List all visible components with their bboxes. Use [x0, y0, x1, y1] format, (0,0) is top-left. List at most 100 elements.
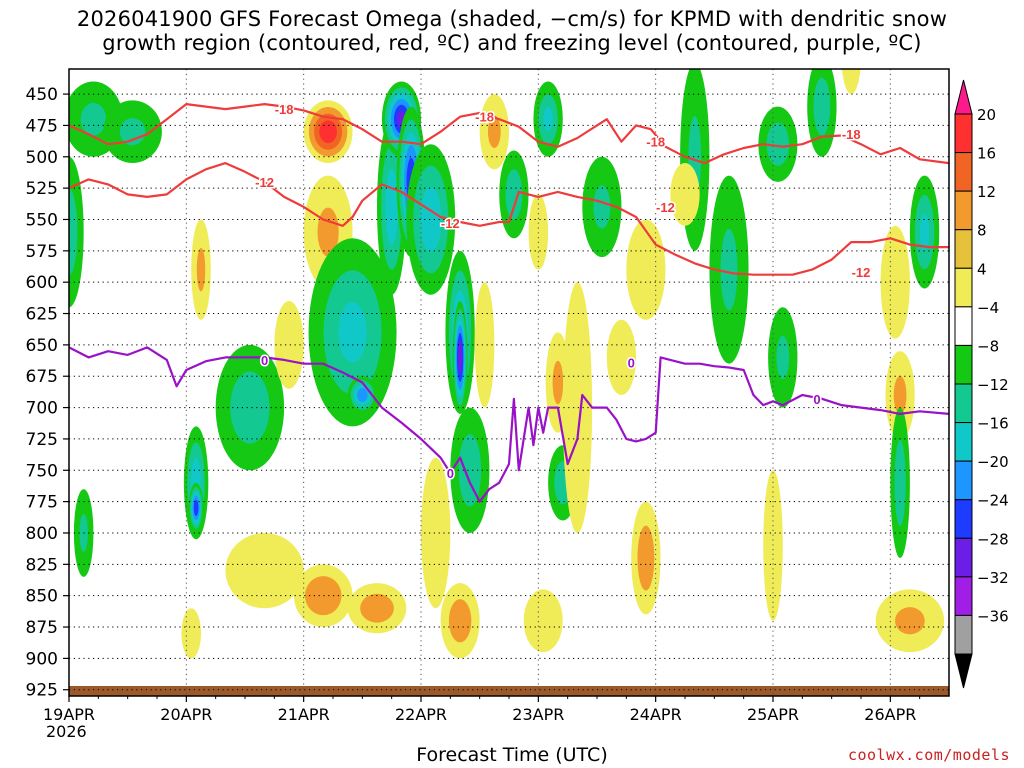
colorbar-label: −20	[977, 453, 1009, 471]
contour-label-minus12: -12	[656, 200, 675, 215]
contour-label-minus18: -18	[646, 135, 665, 150]
omega-band	[225, 532, 304, 609]
colorbar-segment	[954, 344, 973, 385]
omega-band	[528, 194, 549, 270]
omega-band	[894, 439, 906, 527]
colorbar-segment	[954, 267, 973, 308]
omega-shading	[69, 69, 945, 659]
y-tick-label: 900	[26, 649, 58, 669]
colorbar-label: −28	[977, 530, 1009, 548]
omega-band	[474, 282, 495, 408]
chart-title-line-1: 2026041900 GFS Forecast Omega (shaded, −…	[76, 7, 948, 31]
y-tick-label: 550	[26, 210, 58, 230]
colorbar-label: 12	[977, 183, 996, 201]
chart-title-line-2: growth region (contoured, red, ºC) and f…	[102, 31, 922, 55]
omega-band	[606, 319, 637, 396]
omega-band	[274, 300, 304, 389]
year-label: 2026	[46, 722, 87, 741]
y-tick-label: 825	[26, 555, 58, 575]
y-axis: 450 475 500 525 550 575 600 625 650 675 700 725 750 7…	[26, 85, 69, 701]
terrain-strip	[69, 686, 949, 696]
colorbar-label: 16	[977, 145, 996, 163]
contour-label-freezing: 0	[813, 392, 820, 407]
omega-band	[319, 120, 337, 144]
colorbar-segment	[954, 460, 973, 501]
omega-band	[385, 168, 399, 245]
colorbar-label: 4	[977, 260, 987, 278]
omega-band	[776, 335, 790, 380]
omega-band	[80, 102, 107, 136]
omega-band	[69, 188, 78, 276]
colorbar-label: −16	[977, 415, 1009, 433]
contour-label-freezing: 0	[261, 353, 268, 368]
omega-band	[230, 371, 270, 444]
colorbar-segment	[954, 152, 973, 192]
contour-label-minus18: -18	[275, 102, 294, 117]
colorbar-segment	[954, 306, 973, 346]
contour-minus12	[69, 162, 949, 276]
y-tick-label: 750	[26, 461, 58, 481]
x-tick-label: 23APR	[512, 705, 564, 724]
omega-band	[181, 608, 202, 659]
colorbar-segment	[954, 576, 973, 616]
x-tick-label: 22APR	[395, 705, 447, 724]
omega-band	[670, 163, 700, 226]
colorbar-label: −32	[977, 569, 1009, 587]
omega-band	[637, 525, 655, 591]
omega-band	[626, 219, 666, 320]
omega-band	[338, 302, 367, 363]
contour-label-minus12: -12	[255, 175, 274, 190]
y-tick-label: 575	[26, 242, 58, 262]
omega-band	[420, 186, 442, 253]
y-tick-label: 675	[26, 367, 58, 387]
omega-band	[895, 607, 925, 635]
omega-band	[360, 593, 394, 623]
omega-band	[919, 213, 930, 251]
x-axis: 19APR 20APR 21APR 22APR 23APR 24APR 25APR 26APR	[43, 696, 921, 724]
omega-band	[505, 169, 523, 220]
omega-band	[766, 122, 790, 166]
omega-band	[457, 340, 463, 374]
colorbar-bottom-triangle	[954, 653, 973, 689]
y-tick-label: 500	[26, 148, 58, 168]
y-tick-label: 925	[26, 681, 58, 701]
colorbar-label: −8	[977, 337, 999, 355]
contour-labels: -18 -18 -18 -18 -12 -12 -12 -12 0 0 0 0	[254, 101, 872, 483]
colorbar-segment	[954, 113, 973, 154]
contour-minus18	[69, 103, 949, 165]
y-tick-label: 700	[26, 399, 58, 419]
contour-freezing-level	[69, 346, 949, 503]
y-tick-label: 775	[26, 493, 58, 513]
x-tick-label: 19APR	[43, 705, 95, 724]
colorbar-segment	[954, 537, 973, 578]
x-tick-label: 20APR	[160, 705, 212, 724]
colorbar-segment	[954, 422, 973, 462]
omega-band	[552, 360, 564, 405]
x-axis-title: Forecast Time (UTC)	[416, 744, 608, 766]
y-tick-label: 600	[26, 273, 58, 293]
omega-band	[720, 228, 738, 311]
contour-label-minus12: -12	[441, 216, 460, 231]
colorbar: 20 16 12 8 4 −4 −8 −12 −16 −20 −24 −28 −32 −36	[954, 79, 1009, 689]
colorbar-label: −24	[977, 492, 1009, 510]
y-tick-label: 625	[26, 305, 58, 325]
omega-band	[421, 457, 451, 609]
colorbar-segment	[954, 614, 973, 655]
y-tick-label: 450	[26, 85, 58, 105]
omega-band	[458, 434, 482, 507]
omega-band	[448, 599, 472, 643]
contour-label-minus18: -18	[475, 110, 494, 125]
y-tick-label: 725	[26, 430, 58, 450]
omega-band	[893, 376, 907, 415]
contour-label-minus12: -12	[852, 265, 871, 280]
credit-link[interactable]: coolwx.com/models	[847, 746, 1010, 764]
contour-lines	[69, 103, 949, 503]
y-tick-label: 475	[26, 116, 58, 136]
colorbar-label: 8	[977, 222, 987, 240]
omega-band	[763, 470, 783, 621]
y-tick-label: 875	[26, 618, 58, 638]
omega-band	[813, 77, 831, 136]
x-tick-label: 21APR	[278, 705, 330, 724]
y-tick-label: 850	[26, 587, 58, 607]
